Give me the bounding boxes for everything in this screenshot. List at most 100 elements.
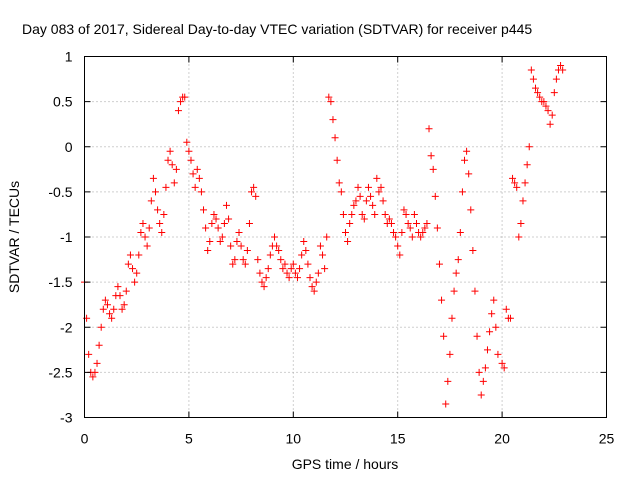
- data-point: [352, 197, 360, 205]
- data-point: [139, 219, 147, 227]
- data-point: [331, 134, 339, 142]
- data-point: [316, 242, 324, 250]
- data-point: [371, 210, 379, 218]
- data-point: [256, 269, 264, 277]
- data-point: [241, 260, 249, 268]
- data-point: [206, 238, 214, 246]
- data-point: [293, 274, 301, 282]
- data-point: [174, 107, 182, 115]
- data-point: [559, 66, 567, 74]
- y-axis-label: SDTVAR / TECUs: [6, 181, 22, 293]
- data-point: [344, 238, 352, 246]
- data-point: [296, 265, 304, 273]
- data-point: [454, 256, 462, 264]
- data-point: [486, 328, 494, 336]
- data-point: [275, 247, 283, 255]
- data-point: [335, 179, 343, 187]
- y-tick-label: 0.5: [53, 94, 73, 110]
- data-point: [544, 107, 552, 115]
- y-tick-label: -0.5: [48, 184, 72, 200]
- data-point: [515, 233, 523, 241]
- data-point: [346, 219, 354, 227]
- data-point: [429, 165, 437, 173]
- data-point: [135, 251, 143, 259]
- data-point: [210, 210, 218, 218]
- data-point: [425, 125, 433, 133]
- data-point: [534, 89, 542, 97]
- data-point: [277, 256, 285, 264]
- y-tick-label: -1: [60, 229, 73, 245]
- data-point: [525, 143, 533, 151]
- data-point: [423, 219, 431, 227]
- data-point: [291, 269, 299, 277]
- data-point: [266, 251, 274, 259]
- data-point: [91, 368, 99, 376]
- data-point: [546, 120, 554, 128]
- data-point: [461, 156, 469, 164]
- data-point: [410, 210, 418, 218]
- data-point: [473, 332, 481, 340]
- data-point: [95, 341, 103, 349]
- data-point: [283, 269, 291, 277]
- data-point: [235, 228, 243, 236]
- data-point: [404, 219, 412, 227]
- data-point: [110, 305, 118, 313]
- y-tick-label: 0: [65, 139, 73, 155]
- data-point: [463, 147, 471, 155]
- data-point: [279, 265, 287, 273]
- data-point: [502, 305, 510, 313]
- data-point: [114, 283, 122, 291]
- x-axis-label: GPS time / hours: [292, 456, 399, 472]
- data-point: [542, 102, 550, 110]
- data-point: [245, 219, 253, 227]
- data-point: [106, 310, 114, 318]
- data-point: [166, 147, 174, 155]
- data-point: [362, 197, 370, 205]
- data-point: [216, 238, 224, 246]
- data-point: [145, 224, 153, 232]
- data-point: [490, 296, 498, 304]
- data-point: [431, 192, 439, 200]
- y-tick-label: -2.5: [48, 364, 72, 380]
- data-point: [289, 260, 297, 268]
- data-point: [103, 301, 111, 309]
- data-point: [258, 278, 266, 286]
- data-point: [151, 188, 159, 196]
- data-point: [354, 183, 362, 191]
- data-point: [396, 251, 404, 259]
- data-point: [304, 260, 312, 268]
- data-point: [387, 219, 395, 227]
- data-point: [227, 242, 235, 250]
- data-point: [481, 364, 489, 372]
- data-point: [550, 89, 558, 97]
- y-tick-label: -3: [60, 410, 73, 426]
- data-point: [381, 210, 389, 218]
- data-point: [369, 201, 377, 209]
- data-point: [442, 400, 450, 408]
- data-point: [319, 251, 327, 259]
- data-point: [229, 260, 237, 268]
- data-point: [358, 210, 366, 218]
- data-point: [260, 283, 268, 291]
- data-point: [513, 183, 521, 191]
- data-point: [197, 188, 205, 196]
- data-point: [498, 359, 506, 367]
- data-point: [200, 206, 208, 214]
- data-point: [350, 201, 358, 209]
- data-point: [187, 156, 195, 164]
- data-point: [154, 206, 162, 214]
- data-point: [308, 283, 316, 291]
- data-point: [392, 233, 400, 241]
- data-point: [519, 197, 527, 205]
- y-tick-label: -1.5: [48, 274, 72, 290]
- axis-ticks: 0 5 10 15 20 25 -3 -2.5 -2 -1.5 -1 -0.5 0 0.5 1: [48, 49, 614, 447]
- data-point: [193, 165, 201, 173]
- data-point: [492, 323, 500, 331]
- data-point: [456, 228, 464, 236]
- data-point: [181, 93, 189, 101]
- data-point: [398, 228, 406, 236]
- data-point: [548, 111, 556, 119]
- data-point: [506, 314, 514, 322]
- data-point: [156, 219, 164, 227]
